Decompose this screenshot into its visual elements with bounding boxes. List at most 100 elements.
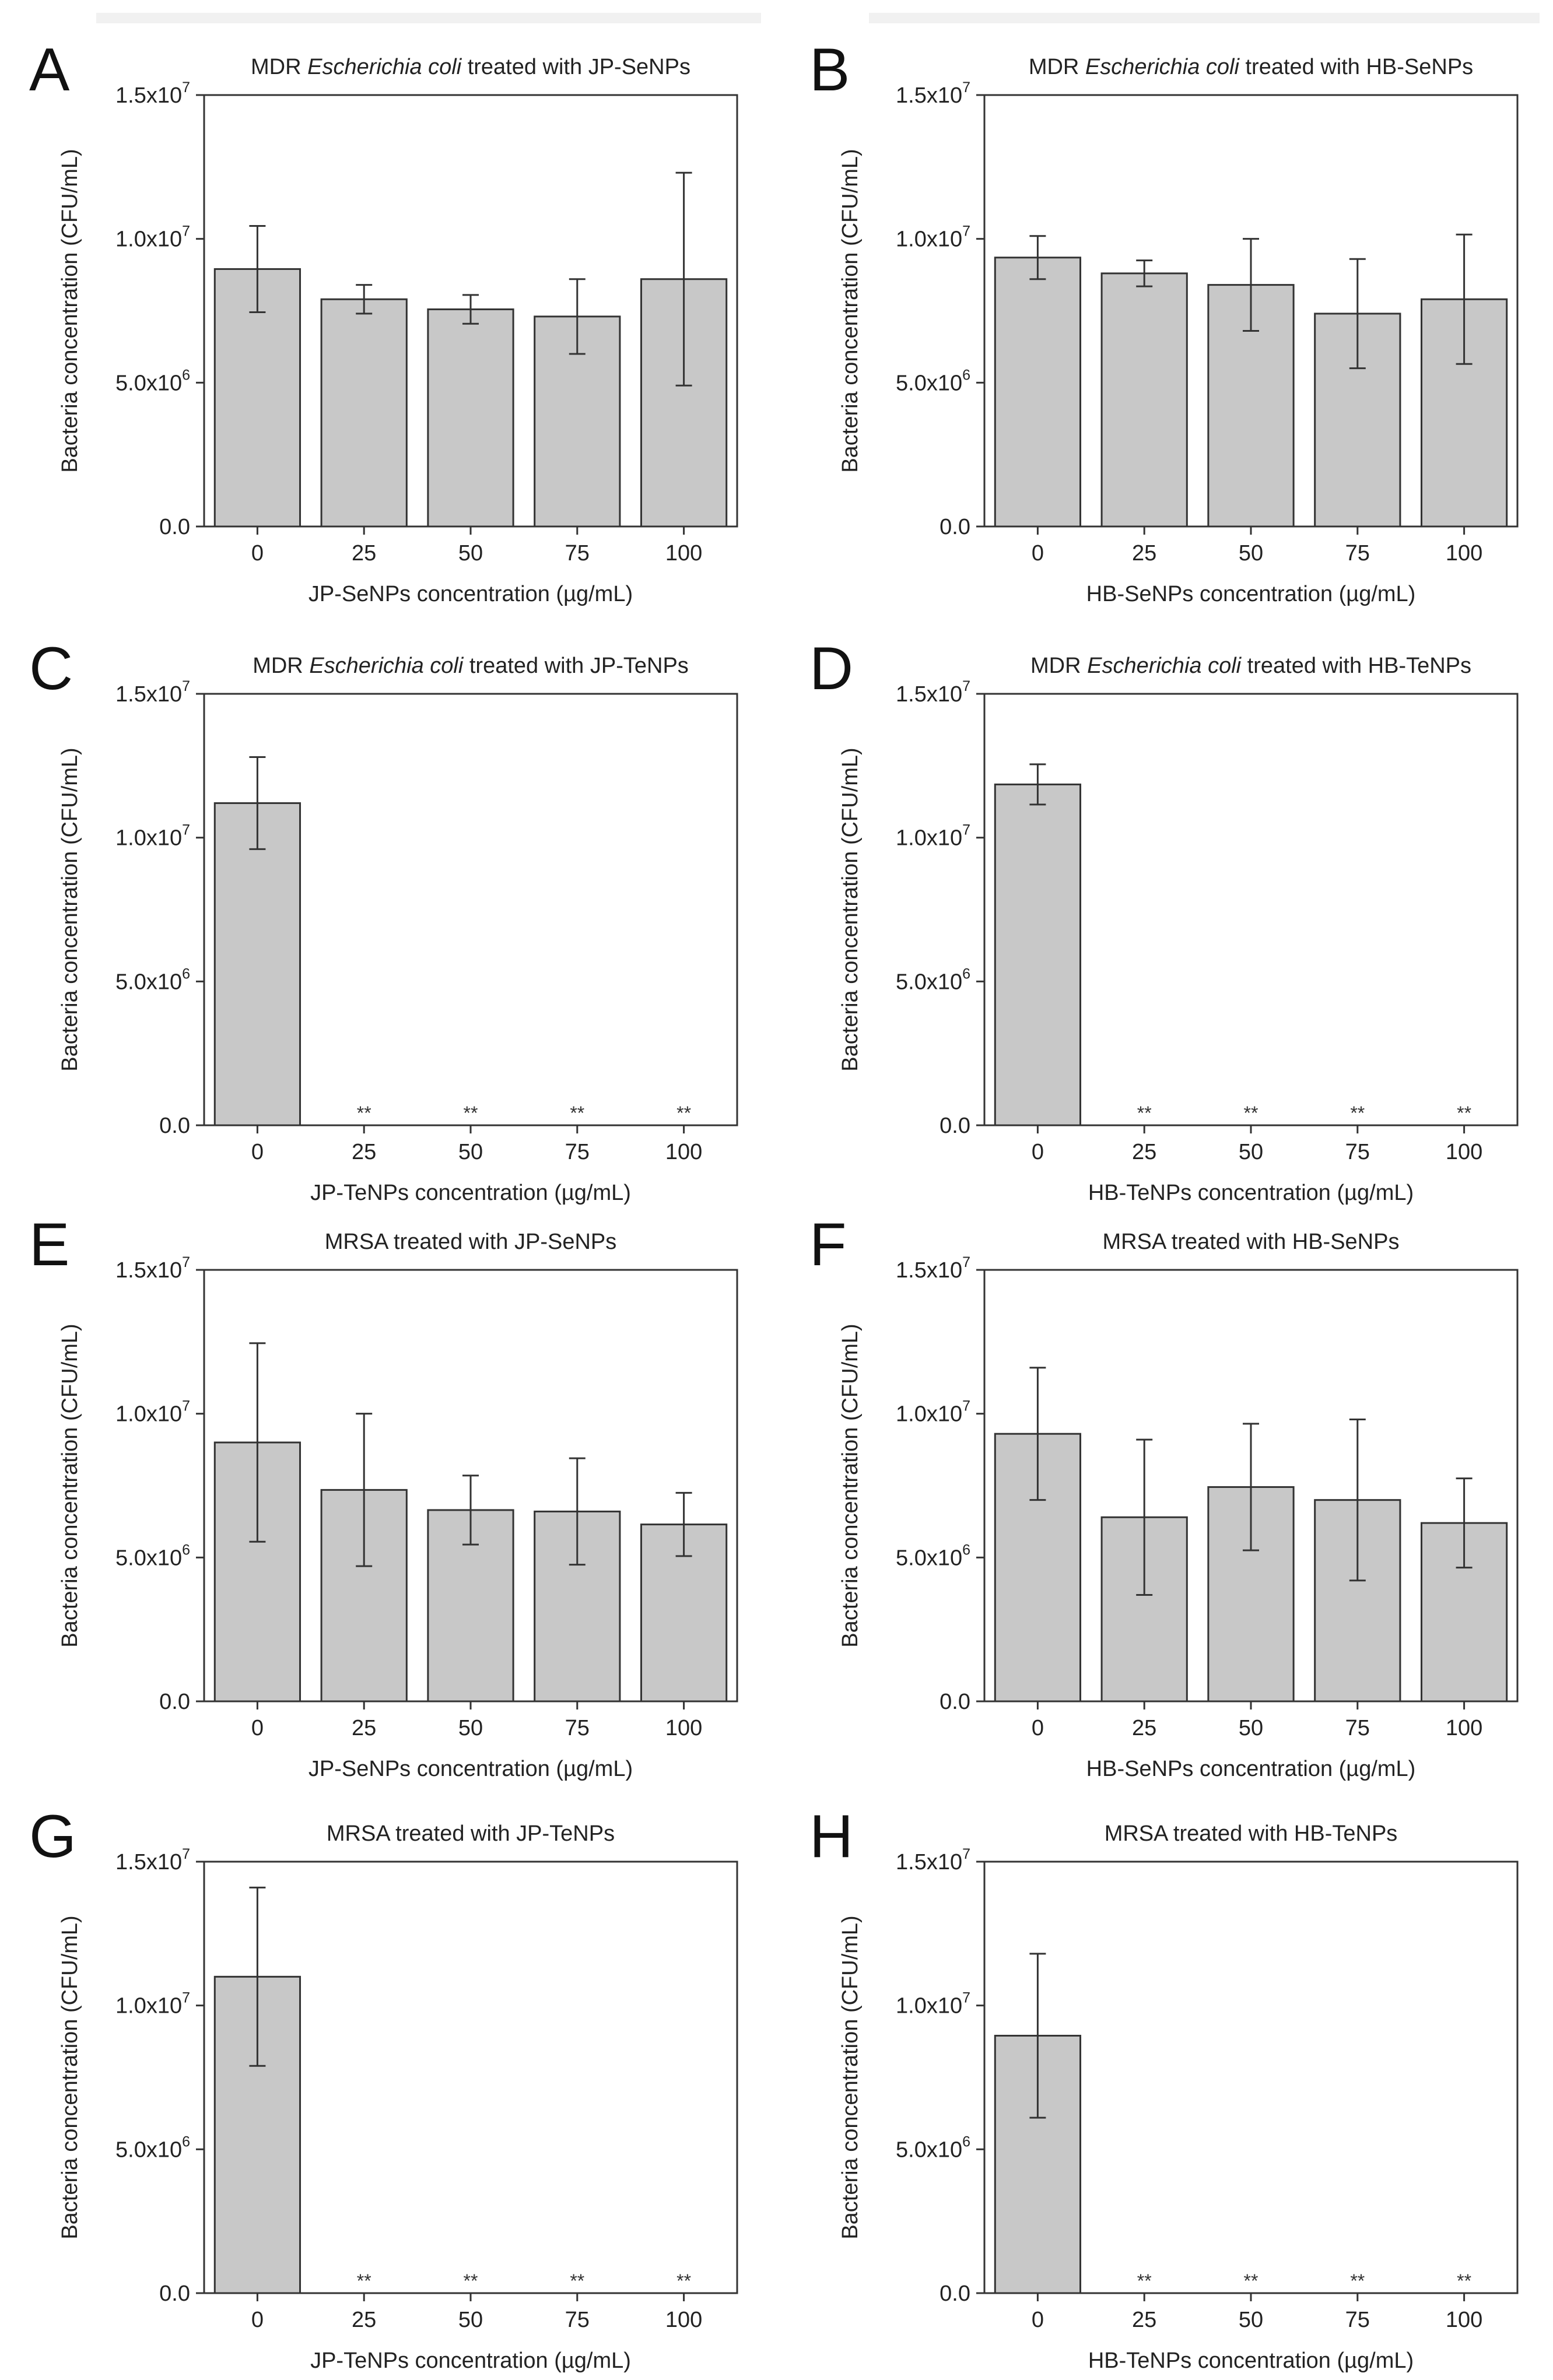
y-axis-title: Bacteria concentration (CFU/mL): [58, 1915, 82, 2239]
y-tick-label: 5.0x106: [896, 367, 970, 395]
significance-marker: **: [357, 2270, 371, 2291]
x-tick-label: 25: [1132, 1716, 1156, 1740]
chart-panel-a: A MDR Escherichia coli treated with JP-Se…: [29, 36, 738, 606]
x-tick-label: 100: [665, 1140, 702, 1164]
y-tick-label: 1.5x107: [115, 1254, 190, 1283]
y-tick-label: 5.0x106: [115, 1542, 190, 1570]
x-axis-title: HB-SeNPs concentration (µg/mL): [1086, 1757, 1416, 1781]
y-tick-label: 1.5x107: [896, 678, 970, 707]
y-axis-title: Bacteria concentration (CFU/mL): [838, 149, 863, 472]
y-tick-label: 1.0x107: [896, 223, 970, 252]
x-tick-label: 0: [1032, 1716, 1044, 1740]
x-tick-label: 0: [1032, 2308, 1044, 2332]
y-axis-title: Bacteria concentration (CFU/mL): [58, 149, 82, 472]
y-tick-label: 1.5x107: [115, 79, 190, 108]
chart-panel-c: C MDR Escherichia coli treated with JP-Te…: [29, 635, 738, 1205]
x-axis-title: HB-TeNPs concentration (µg/mL): [1088, 1181, 1414, 1205]
x-axis-title: JP-TeNPs concentration (µg/mL): [310, 2349, 631, 2373]
chart-title: MDR Escherichia coli treated with JP-SeN…: [251, 55, 690, 79]
chart-title: MRSA treated with HB-SeNPs: [1103, 1230, 1400, 1254]
significance-marker: **: [676, 2270, 691, 2291]
y-tick-label: 5.0x106: [896, 1542, 970, 1570]
x-tick-label: 75: [565, 1716, 590, 1740]
significance-marker: **: [1244, 2270, 1258, 2291]
bar: [1100, 272, 1188, 528]
x-tick-label: 100: [665, 541, 702, 566]
y-tick-label: 0.0: [159, 1114, 190, 1138]
bar: [1420, 1522, 1508, 1702]
y-tick-label: 0.0: [159, 2281, 190, 2306]
x-axis-title: JP-SeNPs concentration (µg/mL): [309, 1757, 633, 1781]
chart-panel-b: B MDR Escherichia coli treated with HB-Se…: [809, 36, 1519, 606]
significance-marker: **: [1457, 2270, 1471, 2291]
x-tick-label: 75: [565, 2308, 590, 2332]
y-tick-label: 1.5x107: [896, 1846, 970, 1874]
x-tick-label: 0: [1032, 1140, 1044, 1164]
y-tick-label: 0.0: [159, 515, 190, 539]
y-tick-label: 0.0: [939, 1690, 970, 1714]
y-tick-label: 1.0x107: [896, 822, 970, 851]
y-axis-title: Bacteria concentration (CFU/mL): [838, 1324, 863, 1647]
y-tick-label: 5.0x106: [115, 2133, 190, 2162]
x-tick-label: 50: [458, 1716, 483, 1740]
x-tick-label: 100: [1446, 2308, 1482, 2332]
significance-marker: **: [1137, 1103, 1152, 1124]
significance-marker: **: [464, 2270, 478, 2291]
x-tick-label: 50: [1239, 2308, 1263, 2332]
x-tick-label: 75: [565, 1140, 590, 1164]
panel-letter: B: [809, 36, 850, 104]
x-axis-title: JP-TeNPs concentration (µg/mL): [310, 1181, 631, 1205]
chart-panel-f: F MRSA treated with HB-SeNPs 0.0 5.0x106 1.0…: [809, 1211, 1519, 1781]
x-axis-title: JP-SeNPs concentration (µg/mL): [309, 582, 633, 606]
significance-marker: **: [1350, 2270, 1365, 2291]
bar: [994, 257, 1082, 528]
plot-frame: [983, 1861, 1519, 2294]
x-tick-label: 0: [251, 1140, 264, 1164]
x-tick-label: 25: [352, 541, 376, 566]
panel-letter: H: [809, 1803, 853, 1870]
panel-letter: C: [29, 635, 73, 703]
plot-frame: [203, 693, 738, 1126]
chart-title: MRSA treated with HB-TeNPs: [1105, 1821, 1398, 1846]
significance-marker: **: [1350, 1103, 1365, 1124]
x-tick-label: 75: [1345, 2308, 1370, 2332]
x-tick-label: 75: [1345, 1140, 1370, 1164]
significance-marker: **: [1244, 1103, 1258, 1124]
x-tick-label: 50: [458, 2308, 483, 2332]
x-tick-label: 75: [1345, 1716, 1370, 1740]
chart-title: MDR Escherichia coli treated with HB-SeN…: [1029, 55, 1473, 79]
plot-frame: [983, 693, 1519, 1126]
significance-marker: **: [676, 1103, 691, 1124]
bar: [427, 308, 514, 528]
y-tick-label: 1.0x107: [115, 822, 190, 851]
x-axis-title: HB-TeNPs concentration (µg/mL): [1088, 2349, 1414, 2373]
y-tick-label: 1.0x107: [115, 1398, 190, 1427]
x-tick-label: 100: [1446, 541, 1482, 566]
panel-letter: F: [809, 1211, 847, 1279]
y-axis-title: Bacteria concentration (CFU/mL): [838, 747, 863, 1071]
x-tick-label: 0: [251, 1716, 264, 1740]
x-axis-title: HB-SeNPs concentration (µg/mL): [1086, 582, 1416, 606]
x-tick-label: 25: [1132, 541, 1156, 566]
plot-frame: [203, 1861, 738, 2294]
y-axis-title: Bacteria concentration (CFU/mL): [58, 747, 82, 1071]
y-tick-label: 1.0x107: [115, 1990, 190, 2019]
y-tick-label: 1.5x107: [896, 1254, 970, 1283]
significance-marker: **: [464, 1103, 478, 1124]
plot-frame: [203, 94, 738, 528]
x-tick-label: 50: [458, 541, 483, 566]
plot-frame: [203, 1269, 738, 1702]
y-axis-title: Bacteria concentration (CFU/mL): [58, 1324, 82, 1647]
panel-letter: G: [29, 1803, 76, 1870]
y-tick-label: 5.0x106: [896, 966, 970, 994]
y-tick-label: 1.0x107: [896, 1990, 970, 2019]
chart-title: MDR Escherichia coli treated with JP-TeN…: [253, 654, 689, 678]
plot-frame: [983, 94, 1519, 528]
chart-panel-d: D MDR Escherichia coli treated with HB-Te…: [809, 635, 1519, 1205]
y-tick-label: 0.0: [159, 1690, 190, 1714]
x-tick-label: 100: [665, 1716, 702, 1740]
chart-panel-g: G MRSA treated with JP-TeNPs 0.0 5.0x106 1.0…: [29, 1803, 738, 2373]
significance-marker: **: [357, 1103, 371, 1124]
chart-title: MDR Escherichia coli treated with HB-TeN…: [1030, 654, 1471, 678]
